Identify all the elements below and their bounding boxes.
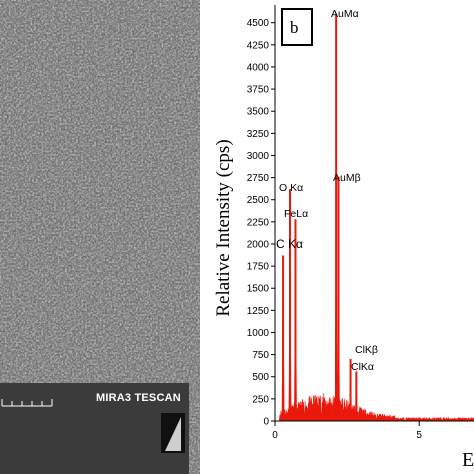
y-tick-label: 3250 bbox=[247, 129, 270, 140]
y-tick-label: 4250 bbox=[247, 40, 270, 51]
peak-label-cl-kb: ClKβ bbox=[355, 344, 378, 356]
peak-label-o-ka: O Kα bbox=[279, 182, 303, 194]
sem-scale-bar bbox=[1, 399, 53, 407]
peak-label-au-mb: AuMβ bbox=[333, 172, 361, 184]
y-axis-title: Relative Intensity (cps) bbox=[213, 139, 234, 316]
y-tick-label: 500 bbox=[252, 372, 269, 383]
y-tick-label: 4500 bbox=[247, 18, 270, 29]
y-tick-label: 1500 bbox=[247, 284, 270, 295]
eds-spectrum-chart: 0 250 500 750 1000 1250 1500 1750 2000 2250 2500 27… bbox=[213, 5, 474, 471]
tescan-logo bbox=[161, 413, 185, 453]
y-tick-label: 2250 bbox=[247, 217, 270, 228]
x-tick-label: 0 bbox=[272, 430, 278, 441]
peak-label-fe-la: FeLα bbox=[284, 208, 308, 220]
peak-label-cl-ka: ClKα bbox=[351, 361, 374, 373]
y-tick-label: 3500 bbox=[247, 107, 270, 118]
panel-label-box: b bbox=[281, 8, 313, 46]
panel-label: b bbox=[290, 18, 299, 37]
peak-label-au-ma: AuMα bbox=[331, 8, 359, 20]
y-axis: 0 250 500 750 1000 1250 1500 1750 2000 2250 2500 27… bbox=[247, 5, 276, 428]
y-tick-label: 1000 bbox=[247, 328, 270, 339]
sem-instrument-label: MIRA3 TESCAN bbox=[96, 392, 181, 404]
x-axis-title: E bbox=[462, 449, 474, 471]
y-tick-label: 2500 bbox=[247, 195, 270, 206]
x-tick-label: 5 bbox=[416, 430, 422, 441]
y-tick-label: 0 bbox=[263, 417, 269, 428]
y-tick-label: 1250 bbox=[247, 306, 270, 317]
sem-micrograph bbox=[0, 0, 200, 474]
y-tick-label: 2000 bbox=[247, 239, 270, 250]
y-tick-label: 1750 bbox=[247, 262, 270, 273]
peak-labels: AuMα O Kα FeLα AuMβ C Kα ClKβ ClKα bbox=[276, 8, 378, 373]
sem-info-bar bbox=[0, 383, 189, 474]
spectrum-series bbox=[276, 13, 474, 422]
y-tick-label: 2750 bbox=[247, 173, 270, 184]
y-tick-label: 3750 bbox=[247, 85, 270, 96]
y-tick-label: 750 bbox=[252, 350, 269, 361]
y-tick-label: 3000 bbox=[247, 151, 270, 162]
y-tick-label: 4000 bbox=[247, 62, 270, 73]
spectrum-fill bbox=[276, 56, 474, 422]
peak-label-c-ka: C Kα bbox=[276, 237, 303, 251]
y-tick-label: 250 bbox=[252, 394, 269, 405]
